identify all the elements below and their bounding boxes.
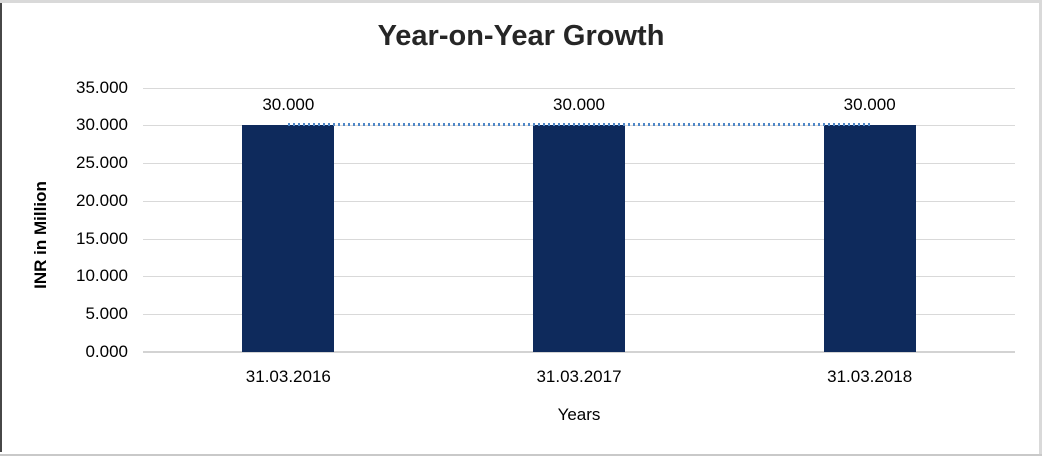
- y-tick-label: 0.000: [85, 342, 128, 361]
- x-axis-line: [143, 351, 1015, 353]
- chart-frame-top: [0, 0, 1042, 3]
- trendline: [288, 123, 870, 127]
- y-tick-label: 25.000: [76, 153, 128, 173]
- y-tick-label: 10.000: [76, 266, 128, 286]
- bar: [242, 125, 335, 352]
- gridline: [143, 87, 1015, 89]
- bar-value-label: 30.000: [553, 95, 605, 115]
- bar: [823, 125, 916, 352]
- x-axis-title: Years: [557, 405, 601, 424]
- y-tick-label: 30.000: [76, 115, 128, 135]
- x-tick-label: 31.03.2018: [827, 367, 913, 386]
- chart-title: Year-on-Year Growth: [377, 20, 665, 52]
- y-tick-label: 35.000: [76, 77, 128, 97]
- x-tick-label: 31.03.2017: [536, 367, 622, 386]
- chart-frame-right: [1039, 0, 1042, 456]
- chart-frame-left: [0, 3, 2, 452]
- bar: [533, 125, 625, 352]
- y-tick-label: 5.000: [85, 304, 128, 324]
- bar-value-label: 30.000: [262, 95, 315, 115]
- y-tick-label: 20.000: [76, 190, 128, 210]
- x-tick-label: 31.03.2016: [245, 367, 331, 386]
- chart-frame-bottom: [0, 454, 1042, 456]
- bar-value-label: 30.000: [843, 95, 896, 115]
- y-tick-label: 15.000: [76, 228, 128, 248]
